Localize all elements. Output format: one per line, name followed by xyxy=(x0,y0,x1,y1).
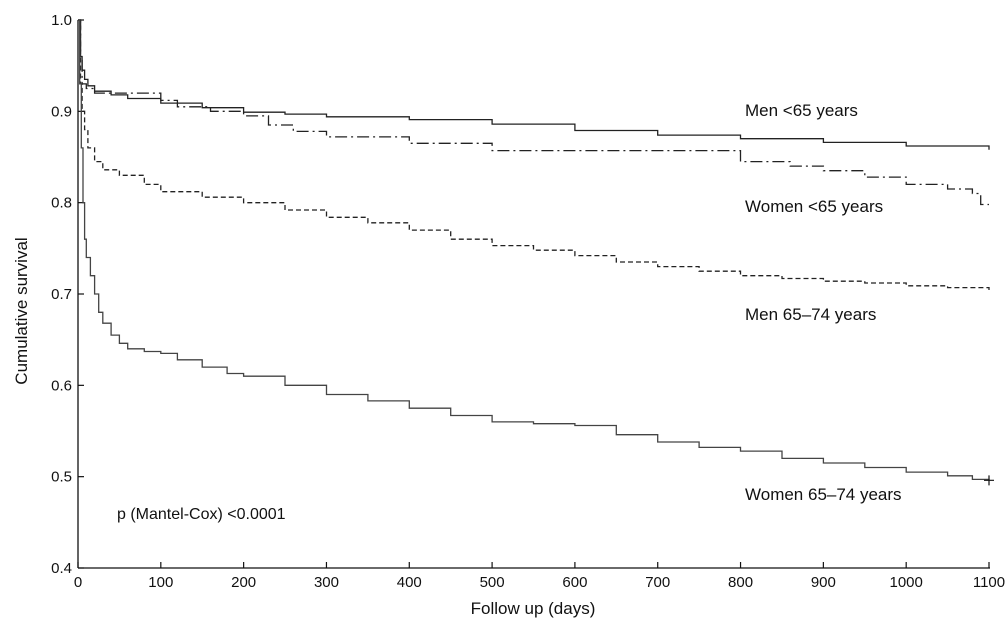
y-tick-label: 1.0 xyxy=(51,12,72,29)
p-value-annotation: p (Mantel-Cox) <0.0001 xyxy=(117,506,286,523)
x-tick-label: 1100 xyxy=(973,574,1005,591)
x-tick-label: 800 xyxy=(728,574,753,591)
y-tick-label: 0.4 xyxy=(51,560,72,577)
x-axis-ticks: 0 100 200 300 400 500 600 700 800 900 1000 1100 xyxy=(74,562,1005,591)
x-tick-label: 500 xyxy=(480,574,505,591)
series-label-3: Men 65–74 years xyxy=(745,305,876,324)
series-label-1: Men <65 years xyxy=(745,101,858,120)
x-tick-label: 900 xyxy=(811,574,836,591)
x-tick-label: 0 xyxy=(74,574,82,591)
x-tick-label: 700 xyxy=(645,574,670,591)
series-line-4 xyxy=(78,19,990,481)
x-tick-label: 600 xyxy=(562,574,587,591)
x-tick-label: 1000 xyxy=(889,574,922,591)
y-tick-label: 0.5 xyxy=(51,469,72,486)
censor-marker xyxy=(984,475,994,486)
x-tick-label: 400 xyxy=(397,574,422,591)
x-tick-label: 300 xyxy=(314,574,339,591)
series-label-2: Women <65 years xyxy=(745,197,883,216)
series-line-3 xyxy=(78,19,990,291)
y-tick-label: 0.7 xyxy=(51,286,72,303)
y-tick-label: 0.9 xyxy=(51,103,72,120)
x-axis-title: Follow up (days) xyxy=(471,599,596,618)
y-axis-ticks: 0.4 0.5 0.6 0.7 0.8 0.9 1.0 xyxy=(51,12,84,577)
series-labels: Men <65 years Women <65 years Men 65–74 ye… xyxy=(745,101,902,504)
x-tick-label: 200 xyxy=(231,574,256,591)
x-tick-label: 100 xyxy=(148,574,173,591)
series-lines xyxy=(78,19,994,486)
series-line-2 xyxy=(78,19,989,206)
y-tick-label: 0.8 xyxy=(51,195,72,212)
series-line-1 xyxy=(78,19,990,150)
series-label-4: Women 65–74 years xyxy=(745,485,902,504)
y-tick-label: 0.6 xyxy=(51,377,72,394)
y-axis-title: Cumulative survival xyxy=(12,237,31,384)
